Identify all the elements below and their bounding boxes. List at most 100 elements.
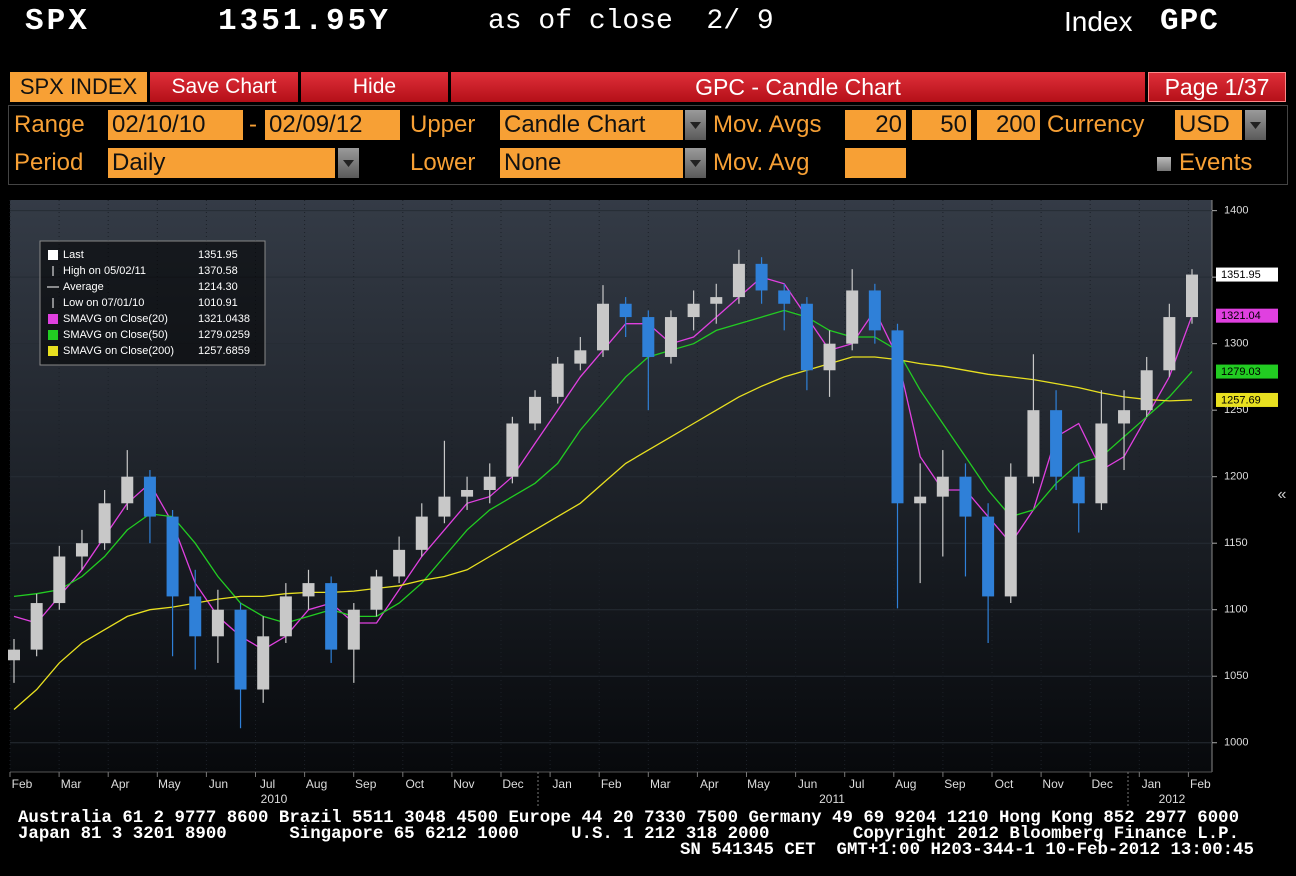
events-label: Events	[1179, 149, 1253, 176]
mov-avg-3[interactable]: 200	[977, 110, 1040, 140]
y-tick-label: 1050	[1224, 670, 1248, 682]
candle-body	[732, 263, 745, 298]
lower-label: Lower	[410, 149, 476, 176]
legend-label: Average	[63, 281, 104, 293]
ticker: SPX	[25, 4, 90, 39]
events-checkbox[interactable]	[1157, 157, 1171, 171]
legend-value: 1257.6859	[198, 345, 250, 357]
month-label: Nov	[1042, 777, 1063, 791]
legend-label: SMAVG on Close(20)	[63, 313, 168, 325]
price: 1351.95Y	[218, 4, 391, 39]
candle-body	[687, 303, 700, 318]
year-label: 2011	[819, 792, 845, 806]
settings-panel	[8, 105, 1288, 185]
footer-line: Japan 81 3 3201 8900 Singapore 65 6212 1…	[18, 825, 1240, 844]
range-label: Range	[14, 111, 85, 138]
last-value-tag	[1216, 392, 1278, 407]
footer-line: Australia 61 2 9777 8600 Brazil 5511 304…	[18, 809, 1240, 828]
month-label: Aug	[895, 777, 916, 791]
legend: Last 1351.95 High on 05/02/11 1370.58 Averag…	[39, 240, 266, 366]
candle-body	[1140, 370, 1153, 411]
candle-body	[755, 263, 768, 291]
candle-body	[846, 290, 859, 344]
start-date[interactable]: 02/10/10	[108, 110, 243, 140]
legend-swatch	[48, 346, 58, 356]
mov-avg-1[interactable]: 20	[845, 110, 906, 140]
last-value-tag	[1216, 364, 1278, 379]
last-value-label: 1279.03	[1221, 366, 1261, 378]
dropdown-arrow[interactable]	[685, 110, 706, 140]
candle-body	[1050, 410, 1063, 477]
candle-body	[234, 609, 247, 690]
range-dash: -	[249, 111, 257, 138]
candle-body	[959, 476, 972, 517]
legend-value: 1214.30	[198, 281, 238, 293]
legend-label: SMAVG on Close(200)	[63, 345, 174, 357]
candle-body	[370, 576, 383, 610]
lower-select[interactable]: None	[500, 148, 683, 178]
y-tick-label: 1200	[1224, 471, 1248, 483]
period-label: Period	[14, 149, 84, 176]
candle-body	[8, 649, 20, 661]
upper-label: Upper	[410, 111, 476, 138]
last-value-label: 1351.95	[1221, 269, 1261, 281]
arrow-icon	[690, 122, 701, 129]
month-label: Sep	[355, 777, 377, 791]
candle-body	[143, 476, 156, 517]
collapse-toggle[interactable]: «	[1278, 486, 1287, 503]
mov-avg-2[interactable]: 50	[912, 110, 971, 140]
candle-body	[597, 303, 609, 351]
hide-button[interactable]: Hide	[301, 72, 448, 102]
legend-label: Last	[63, 249, 84, 261]
month-label: Dec	[502, 777, 523, 791]
candle-body	[800, 303, 813, 371]
y-tick-label: 1000	[1224, 737, 1248, 749]
candle-body	[483, 476, 496, 490]
dropdown-arrow[interactable]	[685, 148, 706, 178]
candle-body	[710, 297, 723, 304]
candle-body	[1095, 423, 1108, 504]
last-value-label: 1257.69	[1221, 394, 1261, 406]
candle-body	[551, 363, 564, 397]
candle-body	[1027, 410, 1040, 477]
period-select[interactable]: Daily	[108, 148, 335, 178]
dropdown-arrow[interactable]	[338, 148, 359, 178]
month-label: Oct	[405, 777, 424, 791]
footer-line: SN 541345 CET GMT+1:00 H203-344-1 10-Feb…	[680, 841, 1254, 860]
save-chart-button[interactable]: Save Chart	[150, 72, 298, 102]
month-label: Jun	[209, 777, 228, 791]
month-label: Jul	[849, 777, 864, 791]
dropdown-arrow[interactable]	[1245, 110, 1266, 140]
y-tick-label: 1400	[1224, 205, 1248, 217]
mov-avg-input[interactable]	[845, 148, 906, 178]
month-label: Apr	[700, 777, 719, 791]
y-tick-label: 1100	[1224, 604, 1248, 616]
as-of: as of close 2/ 9	[488, 6, 774, 37]
candle-body	[121, 476, 134, 504]
year-label: 2010	[261, 792, 288, 806]
currency-select[interactable]: USD	[1175, 110, 1242, 140]
upper-select[interactable]: Candle Chart	[500, 110, 683, 140]
legend-value: 1010.91	[198, 297, 238, 309]
candle-body	[664, 317, 677, 357]
last-value-label: 1321.04	[1221, 310, 1261, 322]
month-label: Apr	[111, 777, 130, 791]
function: GPC	[1160, 4, 1219, 39]
security-button[interactable]: SPX INDEX	[10, 72, 147, 102]
legend-value: 1370.58	[198, 265, 238, 277]
month-label: Jan	[1142, 777, 1161, 791]
end-date[interactable]: 02/09/12	[265, 110, 400, 140]
page-indicator[interactable]: Page 1/37	[1148, 72, 1286, 102]
candle-body	[53, 556, 66, 604]
candle-body	[936, 476, 949, 497]
candle-body	[619, 303, 632, 318]
month-label: Feb	[12, 777, 33, 791]
candle-body	[393, 549, 406, 577]
candle-body	[1004, 476, 1017, 597]
candle-body	[574, 350, 587, 364]
month-label: Feb	[601, 777, 622, 791]
candle-body	[891, 330, 904, 504]
candle-body	[982, 516, 995, 597]
month-label: Feb	[1190, 777, 1211, 791]
